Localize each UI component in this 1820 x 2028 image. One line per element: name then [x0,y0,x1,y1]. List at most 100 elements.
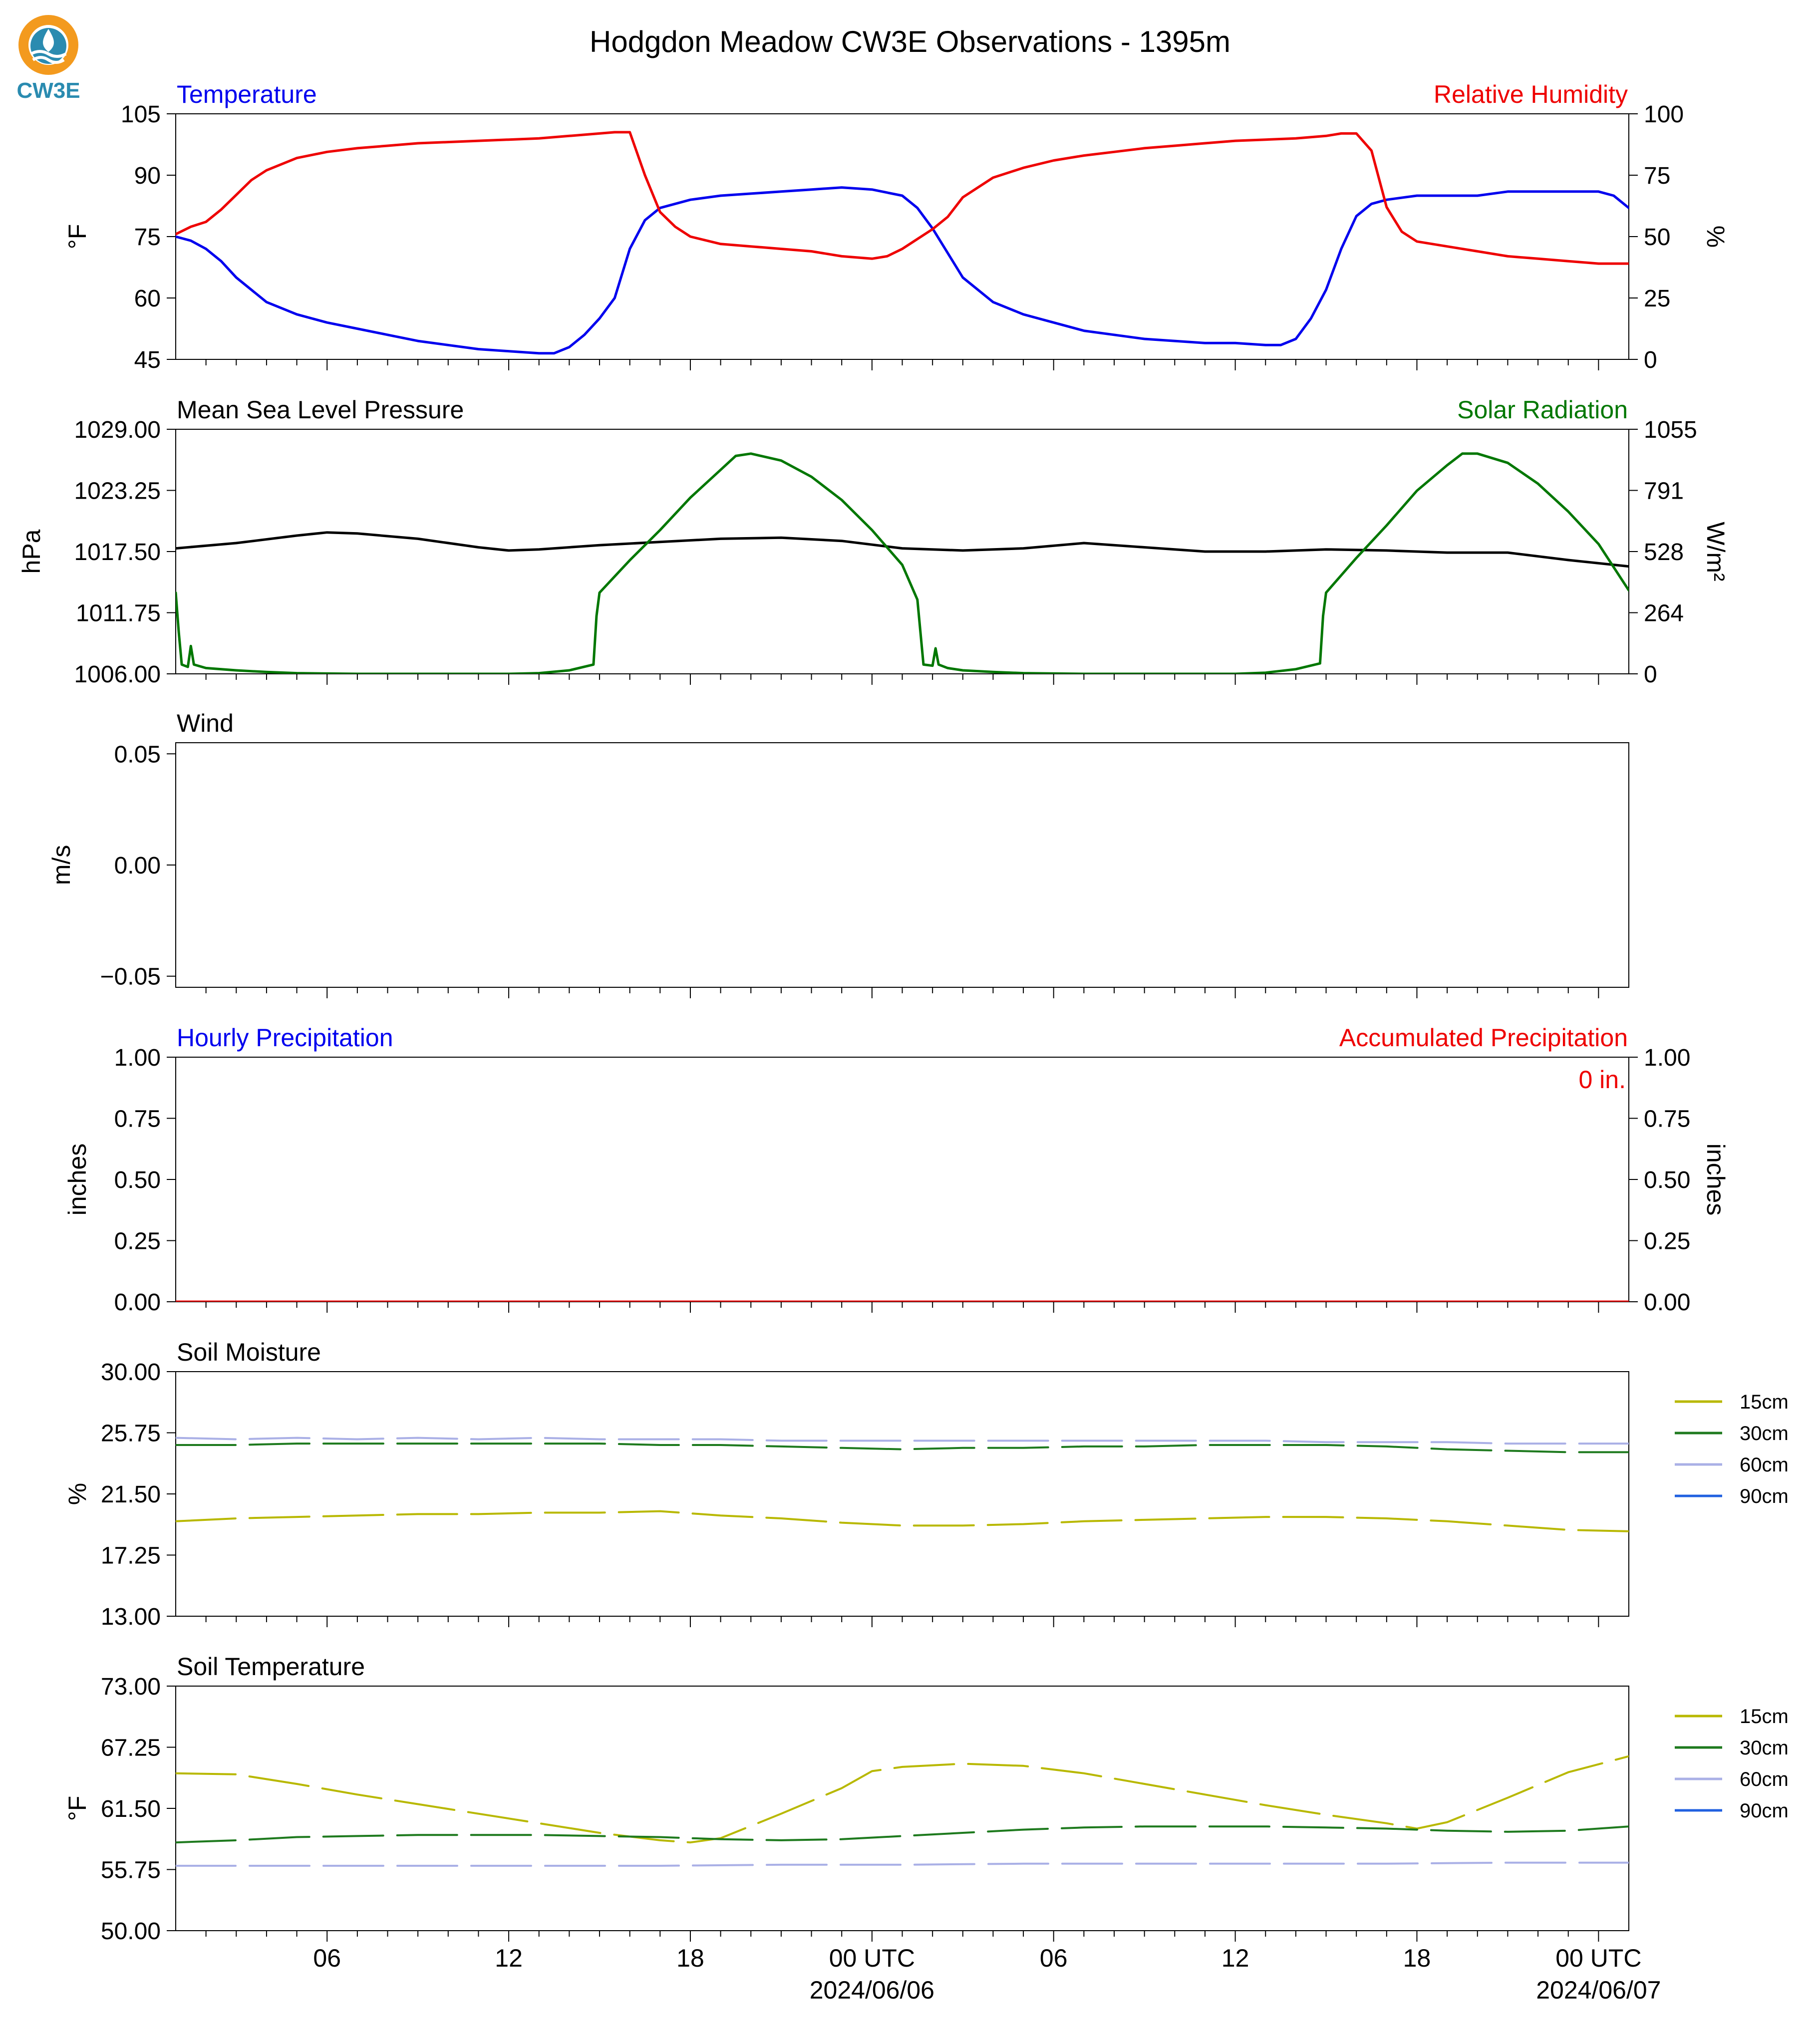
precip-total-annotation: 0 in. [1578,1066,1626,1094]
y-tick-label: 1029.00 [74,417,161,443]
logo-drop-icon [43,29,54,52]
series-line-15cm [176,1510,1629,1532]
logo-wave-icon [30,50,67,58]
cw3e-logo: CW3E [16,15,80,103]
y-tick-label: 0.05 [114,741,161,768]
panel-title-right: Accumulated Precipitation [1339,1024,1628,1052]
legend-label: 90cm [1740,1485,1789,1507]
logo-ring-icon [18,15,78,75]
y-axis-label: hPa [17,529,45,574]
x-tick-label: 18 [676,1944,704,1972]
x-tick-label: 00 UTC [829,1944,915,1972]
y-axis-label: inches [63,1144,91,1216]
series-line-temperature [176,186,1629,355]
y-right-tick-label: 0 [1644,347,1657,373]
y-tick-label: 75 [134,224,161,251]
y-tick-label: 0.00 [114,1289,161,1316]
chart-panel-soil_temperature: Soil Temperature 50.00 55.75 61.50 67.25 73.0… [63,1653,1789,1945]
panel-title-left: Hourly Precipitation [177,1024,393,1052]
legend-label: 60cm [1740,1454,1789,1476]
panels-group: Temperature Relative Humidity 45 60 75 90 105 0… [17,80,1789,1945]
y-tick-label: −0.05 [100,964,161,990]
y-tick-label: 1023.25 [74,478,161,505]
logo-text: CW3E [16,78,80,103]
y-right-tick-label: 1.00 [1644,1045,1690,1071]
y-right-tick-label: 0.50 [1644,1167,1690,1193]
series-line-relative-humidity [176,131,1629,265]
y-right-tick-label: 100 [1644,101,1684,128]
y-axis-label: °F [63,1796,91,1821]
series-line-60cm [176,1861,1629,1867]
y-tick-label: 13.00 [101,1604,161,1630]
x-tick-label: 12 [495,1944,523,1972]
x-tick-label: 12 [1221,1944,1249,1972]
y-tick-label: 90 [134,163,161,189]
y-tick-label: 60 [134,286,161,312]
y-right-axis-label: inches [1702,1144,1730,1216]
y-tick-label: 45 [134,347,161,373]
y-right-tick-label: 528 [1644,539,1684,566]
y-tick-label: 0.25 [114,1228,161,1255]
chart-panel-precip: Hourly Precipitation Accumulated Precipit… [63,1024,1730,1316]
x-tick-label: 00 UTC [1555,1944,1641,1972]
y-tick-label: 73.00 [101,1674,161,1700]
x-date-label: 2024/06/07 [1536,1976,1661,2004]
y-right-tick-label: 0.75 [1644,1106,1690,1133]
chart-panel-soil_moisture: Soil Moisture 13.00 17.25 21.50 25.75 30.00% 1… [63,1338,1789,1630]
y-tick-label: 0.00 [114,853,161,879]
logo-wave-icon [32,56,65,64]
y-tick-label: 1.00 [114,1045,161,1071]
series-line-mean-sea-level-pressure [176,531,1629,568]
legend-label: 15cm [1740,1706,1789,1728]
panel-title-left: Mean Sea Level Pressure [177,396,464,424]
x-axis-labels: 06 12 18 00 UTC 2024/06/06 06 12 18 00 UTC 2024/0… [313,1944,1661,2004]
y-right-tick-label: 1055 [1644,417,1697,443]
panel-title-left: Temperature [177,80,317,108]
y-right-tick-label: 25 [1644,286,1670,312]
y-tick-label: 1006.00 [74,661,161,688]
legend: 15cm 30cm 60cm 90cm [1675,1706,1789,1822]
plot-frame [175,1686,1629,1931]
y-tick-label: 67.25 [101,1735,161,1761]
y-tick-label: 25.75 [101,1421,161,1447]
y-right-tick-label: 50 [1644,224,1670,251]
chart-panel-pressure_solar: Mean Sea Level Pressure Solar Radiation 10… [17,396,1730,688]
panel-title-left: Soil Temperature [177,1653,365,1681]
chart-panel-temp_rh: Temperature Relative Humidity 45 60 75 90 105 0… [63,80,1730,373]
y-tick-label: 105 [121,101,161,128]
y-tick-label: 1011.75 [76,600,161,627]
y-tick-label: 0.75 [114,1106,161,1133]
y-axis-label: % [63,1483,91,1505]
series-line-15cm [176,1755,1629,1844]
legend: 15cm 30cm 60cm 90cm [1675,1391,1789,1507]
legend-label: 90cm [1740,1800,1789,1822]
y-right-tick-label: 0.25 [1644,1228,1690,1255]
legend-label: 30cm [1740,1737,1789,1759]
y-right-tick-label: 791 [1644,478,1684,505]
legend-label: 30cm [1740,1423,1789,1445]
y-tick-label: 0.50 [114,1167,161,1193]
y-tick-label: 50.00 [101,1918,161,1945]
y-tick-label: 17.25 [101,1543,161,1569]
y-tick-label: 21.50 [101,1481,161,1508]
figure-title: Hodgdon Meadow CW3E Observations - 1395m [590,25,1230,58]
x-tick-label: 18 [1403,1944,1431,1972]
y-tick-label: 55.75 [101,1857,161,1884]
panel-title-right: Relative Humidity [1434,80,1628,108]
panel-title-left: Wind [177,709,234,737]
legend-label: 15cm [1740,1391,1789,1413]
panel-title-right: Solar Radiation [1457,396,1628,424]
y-right-axis-label: W/m² [1702,522,1730,581]
plot-frame [175,742,1629,988]
y-tick-label: 61.50 [101,1796,161,1822]
series-line-solar-radiation [176,452,1629,674]
series-line-60cm [176,1437,1629,1445]
x-date-label: 2024/06/06 [810,1976,934,2004]
y-right-tick-label: 264 [1644,600,1684,627]
x-tick-label: 06 [1040,1944,1068,1972]
legend-label: 60cm [1740,1768,1789,1790]
x-tick-label: 06 [313,1944,341,1972]
chart-panel-wind: Wind −0.05 0.00 0.05 m/s [47,709,1629,998]
